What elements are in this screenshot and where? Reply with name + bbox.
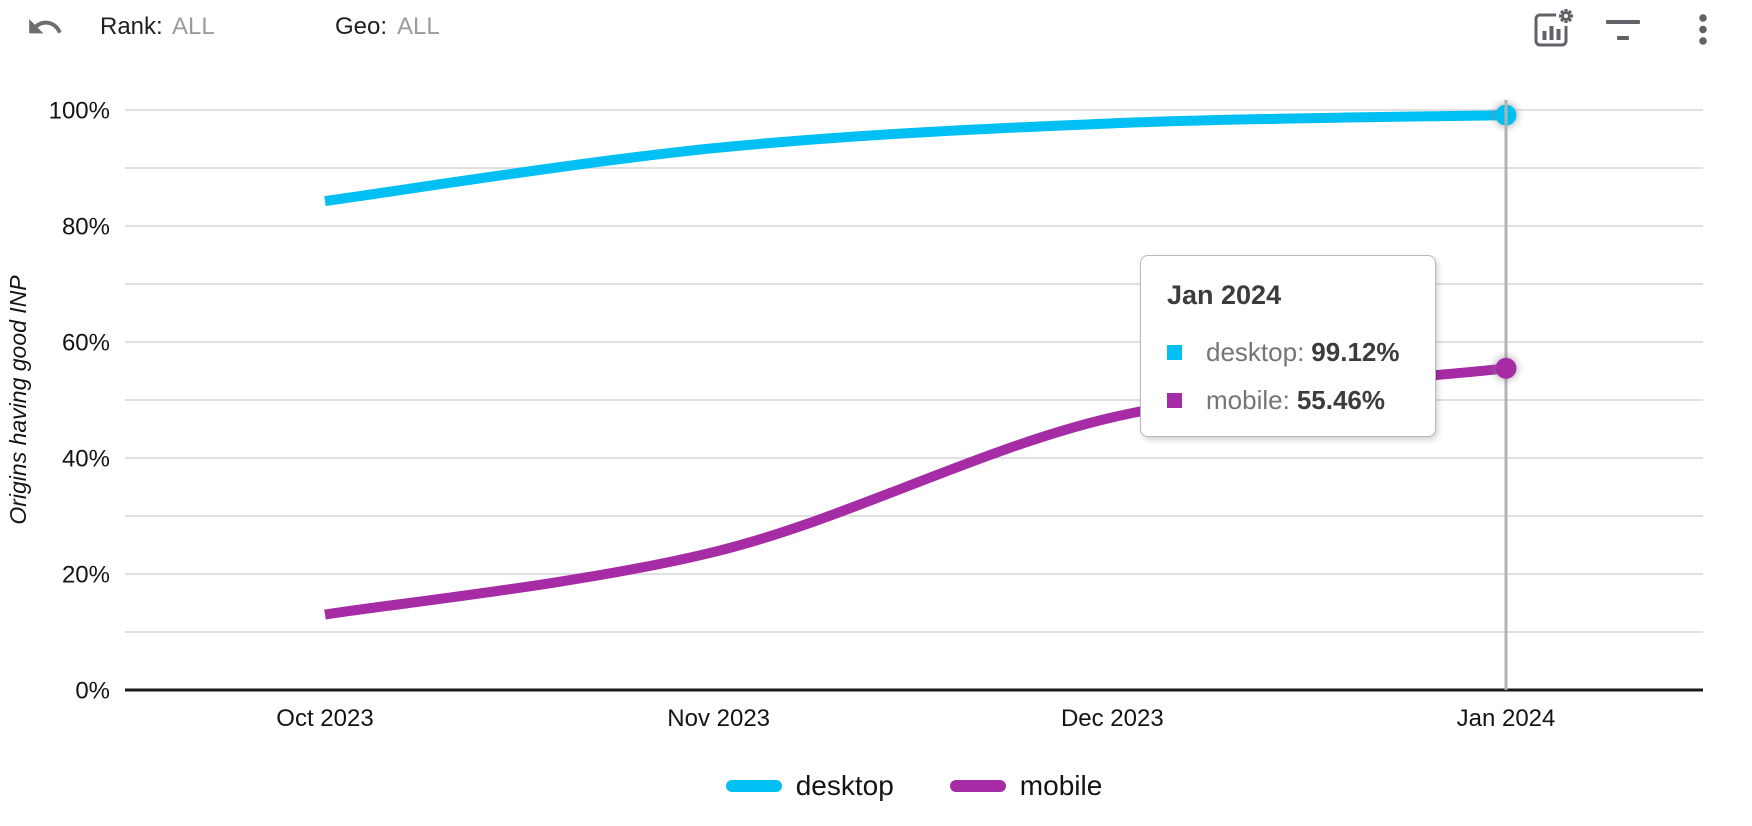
svg-text:60%: 60%	[62, 330, 110, 357]
desktop-swatch-icon	[1167, 345, 1182, 360]
chart-legend: desktop mobile	[125, 766, 1703, 806]
rank-label: Rank:	[100, 13, 163, 40]
svg-text:100%: 100%	[49, 98, 110, 125]
chart-toolbar: Rank: ALL Geo: ALL	[0, 0, 1752, 58]
geo-value-dropdown[interactable]: ALL	[397, 13, 440, 40]
mobile-swatch-icon	[1167, 393, 1182, 408]
tooltip-row-mobile: mobile: 55.46%	[1167, 385, 1409, 416]
tooltip-row-desktop: desktop: 99.12%	[1167, 337, 1409, 368]
tooltip-desktop-label: desktop:	[1206, 337, 1305, 367]
chart-gridlines	[125, 109, 1703, 692]
undo-icon	[29, 19, 62, 34]
svg-text:Nov 2023: Nov 2023	[667, 705, 770, 732]
tooltip-mobile-value: 55.46%	[1296, 385, 1386, 415]
filter-button[interactable]	[1606, 16, 1640, 42]
chart-settings-button[interactable]	[1531, 6, 1576, 53]
svg-text:Origins having good INP: Origins having good INP	[5, 275, 31, 525]
svg-text:40%: 40%	[62, 446, 110, 473]
tooltip-title: Jan 2024	[1167, 280, 1282, 310]
svg-text:Dec 2023: Dec 2023	[1061, 705, 1164, 732]
more-options-button[interactable]	[1694, 8, 1712, 55]
legend-mobile-label: mobile	[1019, 770, 1103, 801]
svg-text:20%: 20%	[62, 562, 110, 589]
desktop-line-swatch-icon	[725, 780, 782, 792]
svg-text:0%: 0%	[75, 678, 110, 705]
legend-item-mobile[interactable]: mobile	[949, 770, 1103, 802]
mobile-line-swatch-icon	[949, 780, 1006, 792]
tooltip-desktop-value: 99.12%	[1311, 337, 1400, 367]
chart-settings-icon	[1534, 6, 1576, 47]
svg-text:Oct 2023: Oct 2023	[276, 705, 373, 732]
legend-item-desktop[interactable]: desktop	[725, 770, 894, 802]
tooltip-mobile-label: mobile:	[1206, 385, 1290, 415]
undo-button[interactable]	[26, 8, 64, 49]
more-vert-icon	[1699, 14, 1707, 45]
svg-text:Jan 2024: Jan 2024	[1457, 705, 1556, 732]
svg-text:80%: 80%	[62, 214, 110, 241]
geo-label: Geo:	[335, 13, 388, 40]
chart-tooltip: Jan 2024 desktop: 99.12% mobile: 55.46%	[1140, 255, 1436, 437]
rank-value-dropdown[interactable]: ALL	[172, 13, 215, 40]
legend-desktop-label: desktop	[795, 770, 894, 801]
chart-axis-labels: 0% 20% 40% 60% 80% 100% Oct 2023 Nov 2023 Dec 20…	[5, 98, 1555, 733]
